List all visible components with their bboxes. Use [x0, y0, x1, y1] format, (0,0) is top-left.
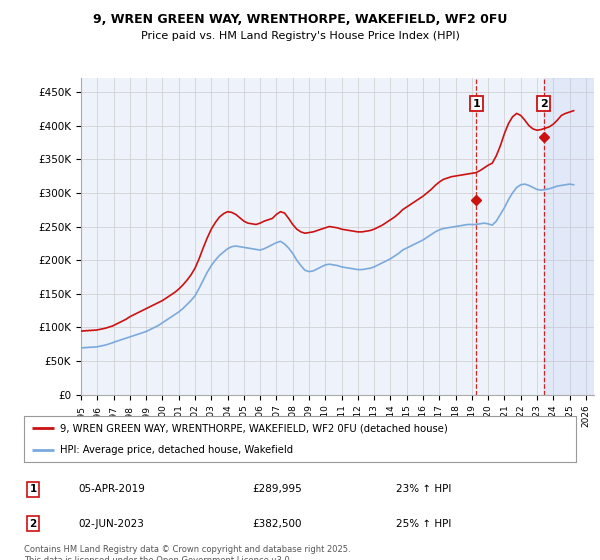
- Text: £289,995: £289,995: [252, 484, 302, 494]
- Text: 05-APR-2019: 05-APR-2019: [78, 484, 145, 494]
- Text: Price paid vs. HM Land Registry's House Price Index (HPI): Price paid vs. HM Land Registry's House …: [140, 31, 460, 41]
- Text: Contains HM Land Registry data © Crown copyright and database right 2025.
This d: Contains HM Land Registry data © Crown c…: [24, 545, 350, 560]
- Text: 23% ↑ HPI: 23% ↑ HPI: [396, 484, 451, 494]
- Text: HPI: Average price, detached house, Wakefield: HPI: Average price, detached house, Wake…: [60, 445, 293, 455]
- Text: 1: 1: [472, 99, 480, 109]
- Text: 2: 2: [540, 99, 548, 109]
- Text: 9, WREN GREEN WAY, WRENTHORPE, WAKEFIELD, WF2 0FU: 9, WREN GREEN WAY, WRENTHORPE, WAKEFIELD…: [93, 13, 507, 26]
- Text: 25% ↑ HPI: 25% ↑ HPI: [396, 519, 451, 529]
- Text: £382,500: £382,500: [252, 519, 302, 529]
- Text: 02-JUN-2023: 02-JUN-2023: [78, 519, 144, 529]
- Text: 9, WREN GREEN WAY, WRENTHORPE, WAKEFIELD, WF2 0FU (detached house): 9, WREN GREEN WAY, WRENTHORPE, WAKEFIELD…: [60, 423, 448, 433]
- Bar: [544, 78, 594, 395]
- Text: 1: 1: [29, 484, 37, 494]
- Text: 2: 2: [29, 519, 37, 529]
